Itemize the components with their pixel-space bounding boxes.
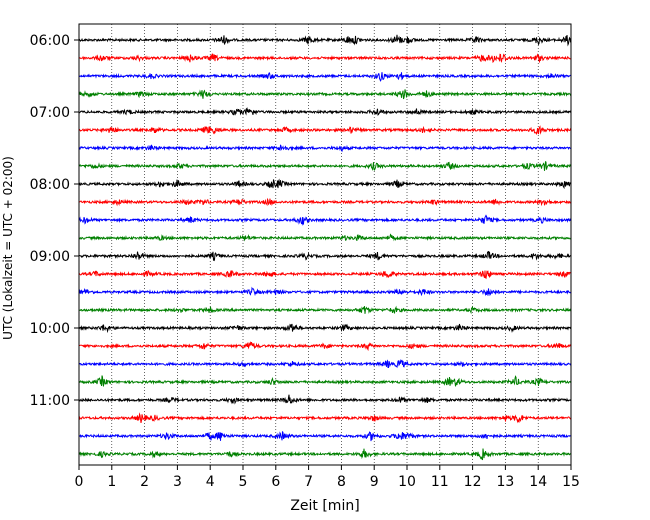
x-tick-label: 13 xyxy=(496,474,514,490)
y-tick-label: 06:00 xyxy=(30,33,70,49)
x-tick-label: 4 xyxy=(206,474,215,490)
y-tick-label: 09:00 xyxy=(30,249,70,265)
seismic-trace xyxy=(78,52,572,64)
x-tick-label: 3 xyxy=(173,474,182,490)
y-tick-label: 08:00 xyxy=(30,177,70,193)
plot-frame xyxy=(78,23,572,466)
y-tick-label: 10:00 xyxy=(30,321,70,337)
y-axis-label: UTC (Lokalzeit = UTC + 02:00) xyxy=(1,156,15,340)
x-tick-label: 5 xyxy=(239,474,248,490)
seismic-trace xyxy=(78,233,572,242)
seismic-trace xyxy=(78,160,572,172)
seismic-trace xyxy=(78,431,572,442)
x-axis-label: Zeit [min] xyxy=(290,498,359,514)
seismic-trace xyxy=(78,34,572,47)
x-tick-label: 2 xyxy=(140,474,149,490)
y-tick-label: 07:00 xyxy=(30,105,70,121)
seismic-trace xyxy=(78,270,572,280)
x-tick-label: 8 xyxy=(337,474,346,490)
seismic-trace xyxy=(78,448,572,461)
x-tick-label: 9 xyxy=(370,474,379,490)
x-tick-label: 0 xyxy=(75,474,84,490)
seismic-trace xyxy=(78,412,572,424)
seismic-trace xyxy=(78,107,572,116)
seismic-trace xyxy=(78,125,572,135)
seismic-trace xyxy=(78,323,572,334)
x-tick-label: 7 xyxy=(304,474,313,490)
x-tick-label: 6 xyxy=(271,474,280,490)
x-tick-label: 14 xyxy=(529,474,547,490)
x-tick-label: 15 xyxy=(562,474,580,490)
seismic-traces xyxy=(78,34,572,461)
seismic-trace xyxy=(78,375,572,387)
seismic-trace xyxy=(78,305,572,315)
seismic-trace xyxy=(78,144,572,153)
seismic-trace xyxy=(78,178,572,190)
x-tick-label: 1 xyxy=(107,474,116,490)
y-tick-label: 11:00 xyxy=(30,393,70,409)
y-axis-ticks: 06:00 07:00 08:00 09:00 10:00 11:00 xyxy=(30,33,79,409)
x-tick-label: 10 xyxy=(398,474,416,490)
seismic-trace xyxy=(78,359,572,369)
x-tick-label: 12 xyxy=(464,474,482,490)
seismic-trace xyxy=(78,250,572,262)
seismic-trace xyxy=(78,341,572,352)
seismic-trace xyxy=(78,286,572,297)
seismic-trace xyxy=(78,89,572,100)
x-axis-ticks: 0 1 2 3 4 5 6 7 8 9 10 11 12 13 14 15 xyxy=(75,465,580,490)
x-tick-label: 11 xyxy=(431,474,449,490)
seismic-trace xyxy=(78,214,572,226)
seismic-trace xyxy=(78,394,572,405)
seismic-trace xyxy=(78,72,572,82)
seismic-trace xyxy=(78,197,572,207)
